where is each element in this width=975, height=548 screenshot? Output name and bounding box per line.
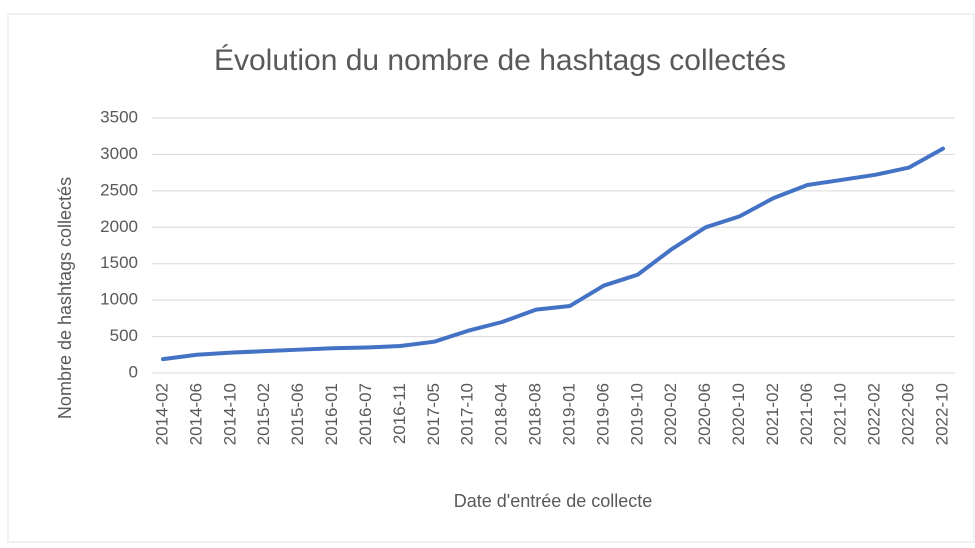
- x-tick-label: 2015-02: [254, 383, 273, 445]
- x-tick-label: 2019-10: [627, 383, 646, 445]
- x-tick-label: 2017-10: [458, 383, 477, 445]
- y-tick-label: 3500: [100, 107, 138, 126]
- x-tick-label: 2020-02: [661, 383, 680, 445]
- y-tick-label: 0: [129, 362, 138, 381]
- y-axis-title: Nombre de hashtags collectés: [55, 177, 75, 419]
- x-tick-label: 2014-10: [220, 383, 239, 445]
- x-tick-label: 2022-02: [865, 383, 884, 445]
- x-tick-label: 2022-06: [899, 383, 918, 445]
- x-tick-label: 2015-06: [288, 383, 307, 445]
- x-tick-label: 2016-01: [322, 383, 341, 445]
- x-tick-label: 2021-10: [831, 383, 850, 445]
- x-tick-label: 2014-06: [186, 383, 205, 445]
- x-tick-label: 2016-07: [356, 383, 375, 445]
- x-tick-label: 2021-02: [763, 383, 782, 445]
- x-tick-label: 2018-08: [526, 383, 545, 445]
- chart-title: Évolution du nombre de hashtags collecté…: [214, 44, 786, 77]
- y-tick-label: 2500: [100, 180, 138, 199]
- x-tick-label: 2017-05: [424, 383, 443, 445]
- y-tick-label: 500: [110, 326, 138, 345]
- x-tick-label: 2022-10: [932, 383, 951, 445]
- y-tick-label: 2000: [100, 217, 138, 236]
- x-tick-label: 2019-01: [559, 383, 578, 445]
- x-tick-label: 2018-04: [492, 383, 511, 445]
- x-tick-label: 2020-06: [695, 383, 714, 445]
- x-tick-label: 2020-10: [729, 383, 748, 445]
- y-tick-label: 1500: [100, 253, 138, 272]
- x-tick-label: 2014-02: [152, 383, 171, 445]
- y-tick-label: 1000: [100, 290, 138, 309]
- y-tick-label: 3000: [100, 144, 138, 163]
- x-tick-label: 2021-06: [797, 383, 816, 445]
- x-axis-title: Date d'entrée de collecte: [454, 491, 653, 511]
- x-tick-label: 2019-06: [593, 383, 612, 445]
- x-tick-label: 2016-11: [390, 383, 409, 444]
- chart-frame: [7, 13, 975, 543]
- data-line: [161, 146, 945, 362]
